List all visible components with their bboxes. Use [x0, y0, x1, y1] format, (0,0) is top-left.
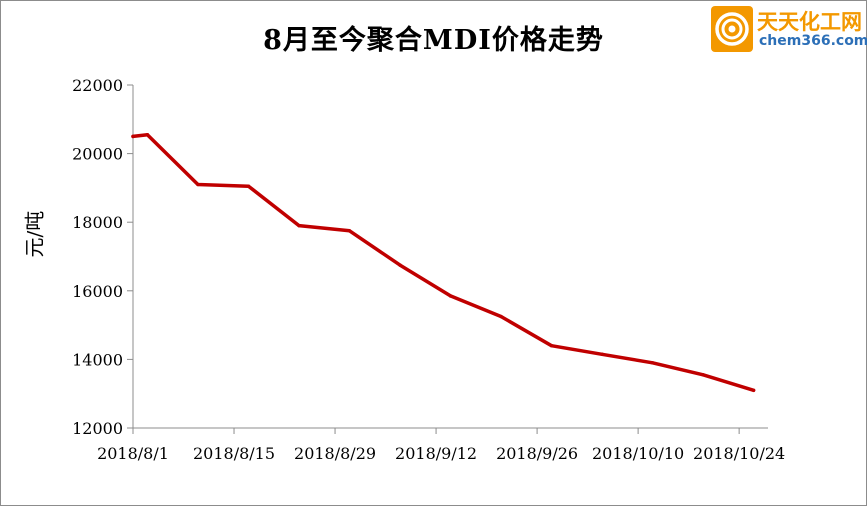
data-point — [549, 343, 554, 348]
logo-emblem-icon — [711, 6, 753, 52]
data-point — [398, 263, 402, 267]
data-point — [145, 133, 150, 137]
data-point — [246, 184, 251, 188]
chart-title: 8月至今聚合MDI价格走势 — [263, 25, 604, 56]
data-point — [297, 223, 301, 228]
data-point — [600, 352, 604, 356]
data-point — [131, 134, 135, 139]
x-tick-label: 2018/9/12 — [395, 444, 477, 463]
x-tick-label: 2018/9/26 — [496, 444, 578, 463]
y-tick-label: 18000 — [72, 213, 123, 232]
x-tick-label: 2018/8/1 — [97, 444, 169, 463]
site-logo[interactable]: 天天化工网 chem366.com — [710, 4, 867, 54]
data-point — [701, 373, 705, 377]
x-tick-label: 2018/10/24 — [693, 444, 785, 463]
y-tick-label: 20000 — [72, 145, 123, 164]
data-point — [499, 314, 503, 319]
y-tick-label: 14000 — [72, 350, 123, 369]
x-tick-label: 2018/10/10 — [592, 444, 684, 463]
x-tick-label: 2018/8/15 — [193, 444, 275, 463]
data-point — [751, 388, 756, 392]
logo-name-en: chem366.com — [759, 33, 867, 49]
logo-name-cn: 天天化工网 — [757, 10, 862, 34]
price-series-line — [131, 132, 756, 393]
y-tick-label: 12000 — [72, 419, 123, 438]
data-point — [650, 361, 655, 365]
x-tick-label: 2018/8/29 — [294, 444, 376, 463]
data-point — [196, 182, 200, 187]
data-point — [448, 294, 453, 298]
y-tick-label: 22000 — [72, 76, 123, 95]
y-tick-label: 16000 — [72, 282, 123, 301]
data-point — [347, 229, 352, 233]
